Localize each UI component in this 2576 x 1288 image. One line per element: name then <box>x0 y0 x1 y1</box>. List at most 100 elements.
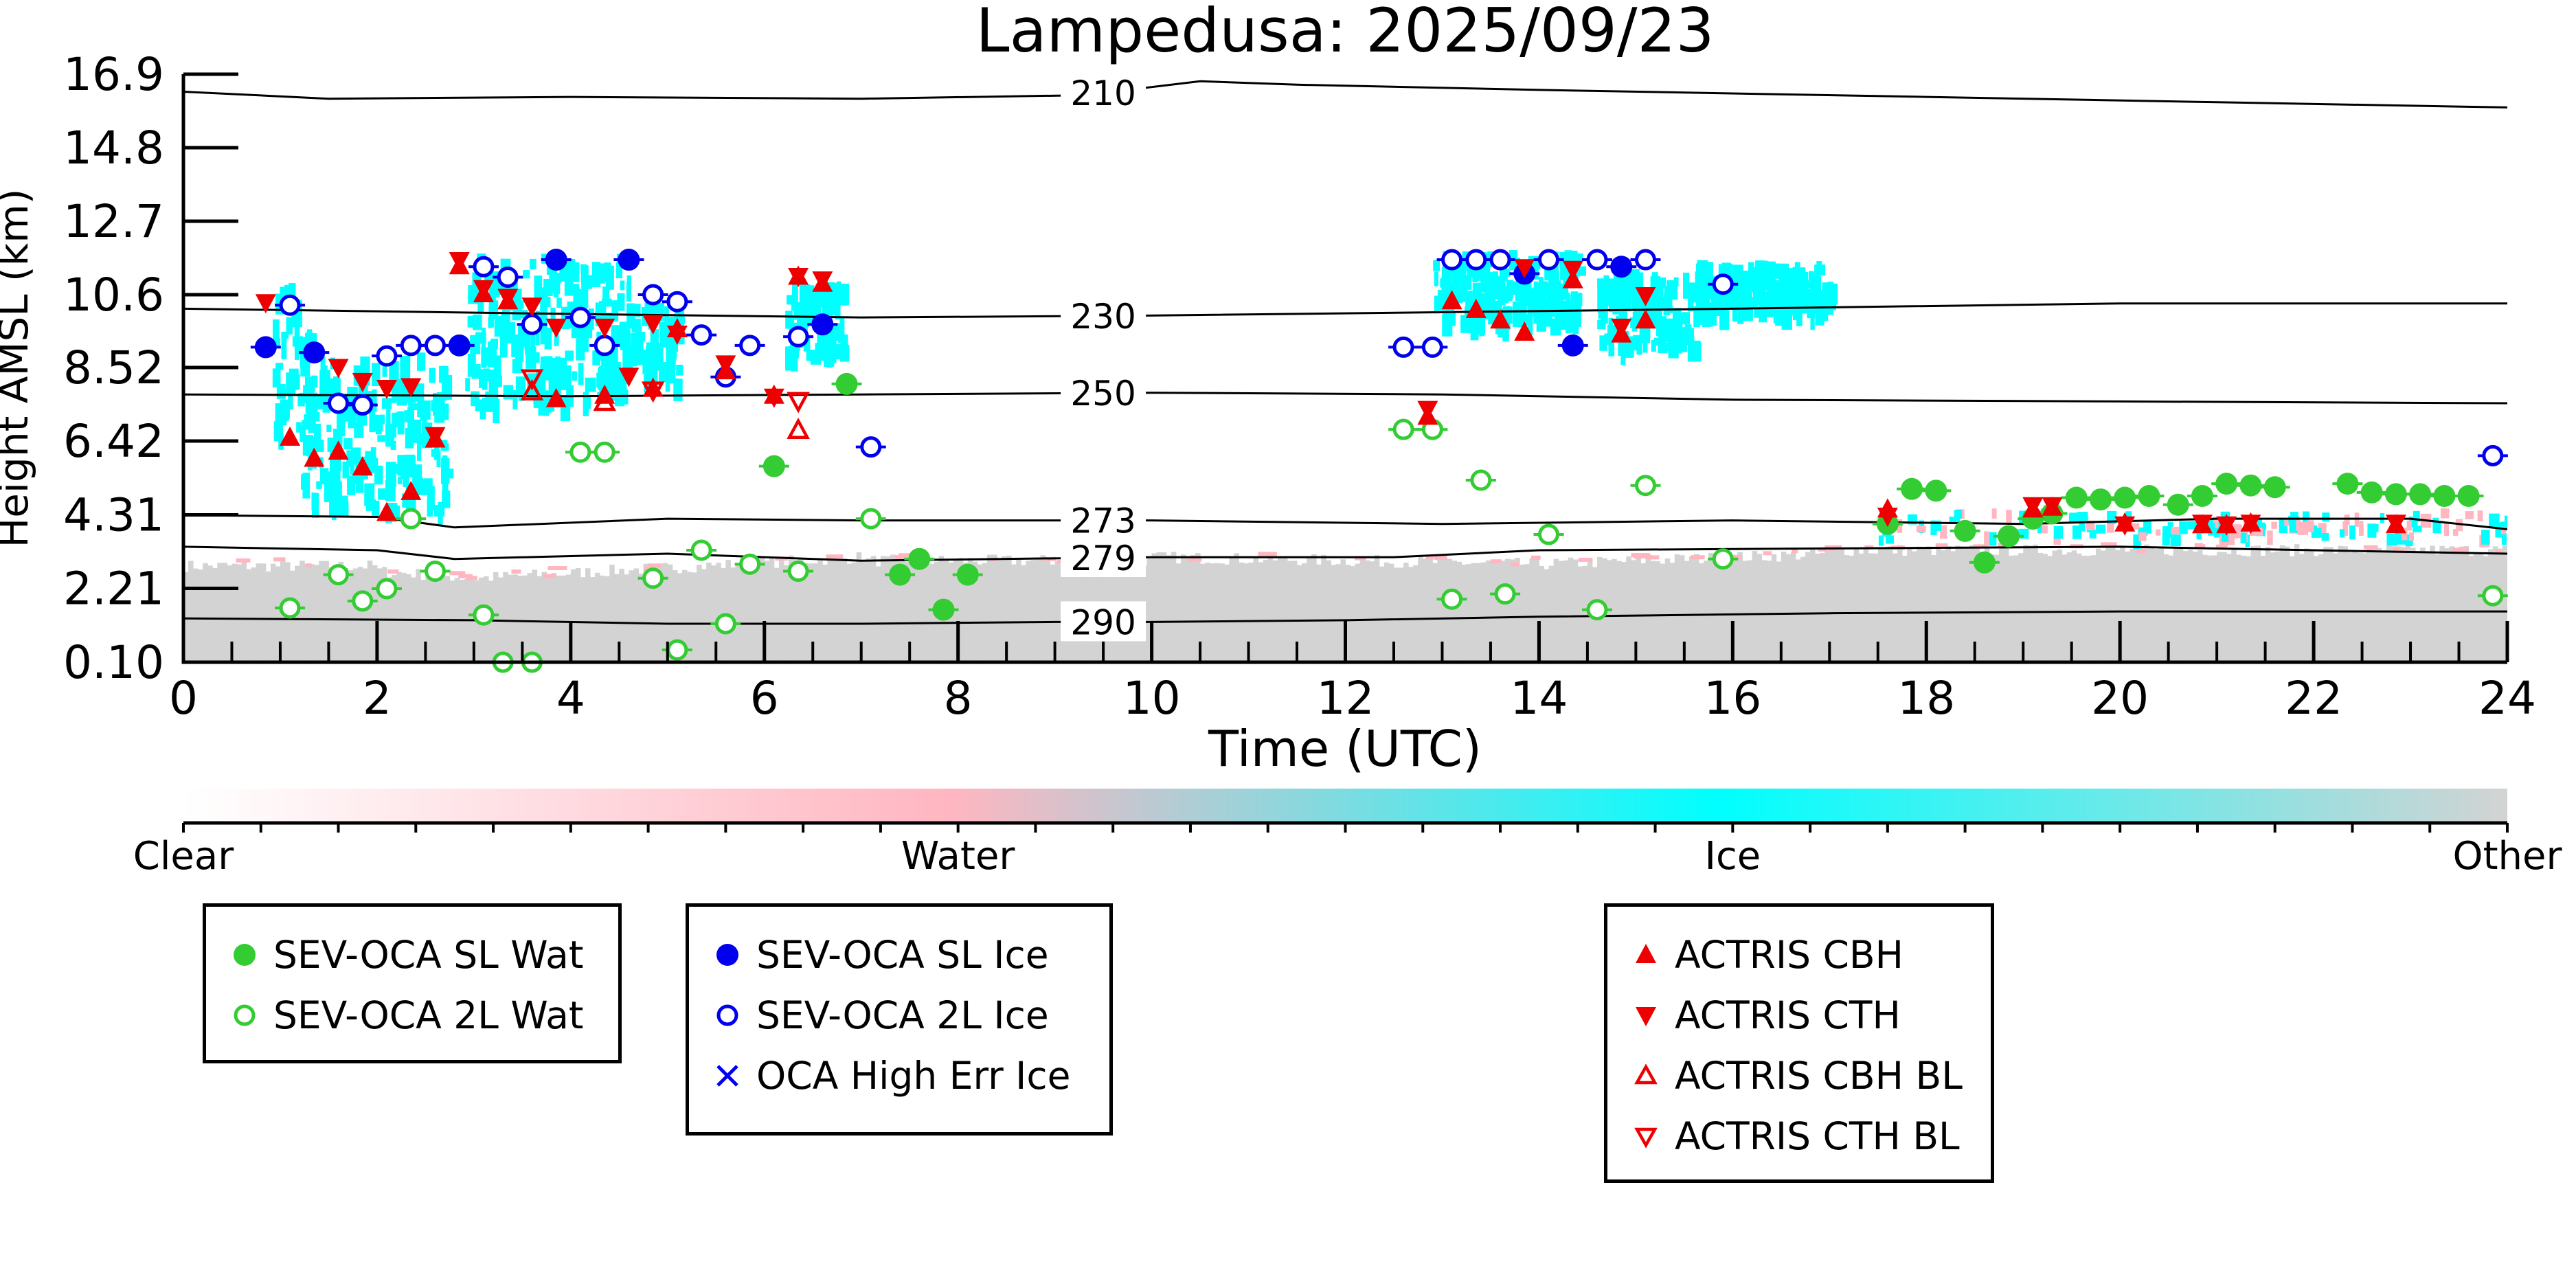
data-point <box>642 567 664 589</box>
data-point <box>932 598 955 621</box>
data-point <box>1634 249 1656 271</box>
data-point <box>376 345 398 367</box>
x-mark-icon <box>716 1065 738 1087</box>
data-point <box>545 387 567 407</box>
data-point <box>304 447 325 467</box>
data-point <box>1441 588 1463 610</box>
data-point <box>618 368 640 387</box>
data-point <box>2114 516 2136 536</box>
legend-actris: ACTRIS CBH ACTRIS CTH ACTRIS CBH BL ACTR… <box>1604 903 1994 1183</box>
legend-label: ACTRIS CBH <box>1675 933 1903 977</box>
data-point <box>448 334 471 357</box>
chart-title: Lampedusa: 2025/09/23 <box>976 0 1715 66</box>
data-point <box>569 441 591 463</box>
data-point <box>739 553 761 575</box>
data-point <box>1712 273 1734 295</box>
open-circle-icon <box>716 1004 738 1026</box>
data-point <box>641 381 665 403</box>
data-point <box>400 378 422 398</box>
y-tick-label: 14.8 <box>63 122 164 174</box>
x-tick-label: 14 <box>1510 672 1568 725</box>
colorbar-gradient <box>183 789 2507 823</box>
data-point <box>1441 249 1463 271</box>
data-point <box>520 369 544 391</box>
legend-label: SEV-OCA SL Ice <box>756 933 1049 977</box>
legend-label: OCA High Err Ice <box>756 1054 1071 1098</box>
data-point <box>889 563 912 586</box>
data-point <box>2215 473 2238 495</box>
data-point <box>521 313 543 335</box>
data-point <box>1586 249 1608 271</box>
data-point <box>787 392 810 414</box>
data-point <box>787 561 809 583</box>
data-point <box>497 267 519 289</box>
colorbar: Clear Water Ice Other <box>133 789 2562 879</box>
data-point <box>762 455 785 477</box>
data-point <box>473 256 495 278</box>
data-point <box>763 388 784 408</box>
legend-label: ACTRIS CBH BL <box>1675 1054 1963 1098</box>
data-point <box>1611 318 1632 338</box>
open-circle-icon <box>234 1004 256 1026</box>
data-point <box>2167 493 2189 516</box>
filled-triangle-down-icon <box>1636 1007 1656 1026</box>
data-point <box>1712 548 1734 570</box>
data-point <box>1635 309 1656 329</box>
x-tick-label: 8 <box>944 672 973 725</box>
isotherm-line <box>183 392 2507 405</box>
data-point <box>1490 309 1511 329</box>
data-point <box>2433 484 2456 507</box>
y-tick-label: 6.42 <box>63 415 164 468</box>
isotherm-label: 279 <box>1070 539 1136 578</box>
data-point <box>642 315 664 335</box>
data-point <box>811 313 834 336</box>
legend-item: SEV-OCA 2L Ice <box>689 985 1109 1046</box>
open-triangle-up-icon <box>1634 1063 1658 1085</box>
data-point <box>2042 497 2063 517</box>
filled-circle-icon <box>234 944 256 966</box>
x-tick-label: 0 <box>169 672 198 725</box>
data-point <box>1494 583 1516 605</box>
x-tick-label: 10 <box>1123 672 1181 725</box>
isotherm-label: 250 <box>1070 374 1136 414</box>
isotherm-line <box>183 514 2507 530</box>
data-point <box>788 267 809 287</box>
data-point <box>328 564 350 586</box>
data-point <box>1954 519 1976 542</box>
data-point <box>594 441 615 463</box>
data-point <box>2336 473 2359 495</box>
open-triangle-down-icon <box>1634 1127 1658 1149</box>
data-point <box>2114 486 2136 509</box>
data-point <box>666 326 688 346</box>
data-point <box>1634 475 1656 497</box>
data-point <box>2089 488 2112 511</box>
y-tick-label: 8.52 <box>63 341 164 394</box>
filled-circle-icon <box>716 944 738 966</box>
data-point <box>2457 484 2480 507</box>
data-point <box>1514 259 1535 279</box>
data-point <box>715 355 736 375</box>
data-point <box>642 284 664 306</box>
data-point <box>328 392 350 414</box>
colorbar-label: Ice <box>1704 834 1761 879</box>
isotherm-label: 290 <box>1070 602 1136 642</box>
legend-item: ACTRIS CTH <box>1607 985 1991 1046</box>
isotherm-line <box>183 545 2507 562</box>
data-point <box>594 335 615 357</box>
data-point <box>376 578 398 600</box>
data-point <box>1465 298 1487 318</box>
isotherm-label: 210 <box>1070 74 1136 113</box>
axes: 0 2 4 6 8 10 12 14 16 18 20 22 240.102.214.316.428.5… <box>63 48 2536 725</box>
data-point <box>1973 551 1996 574</box>
data-point <box>424 335 446 357</box>
x-tick-label: 12 <box>1317 672 1375 725</box>
data-point <box>400 508 422 530</box>
legend-label: SEV-OCA SL Wat <box>273 933 584 977</box>
data-point <box>593 389 616 411</box>
y-tick-label: 10.6 <box>63 269 164 321</box>
data-point <box>279 294 301 316</box>
legend-item: SEV-OCA SL Ice <box>689 925 1109 985</box>
data-point <box>2022 497 2044 517</box>
y-tick-label: 12.7 <box>63 195 164 248</box>
legend-item: OCA High Err Ice <box>689 1046 1109 1106</box>
